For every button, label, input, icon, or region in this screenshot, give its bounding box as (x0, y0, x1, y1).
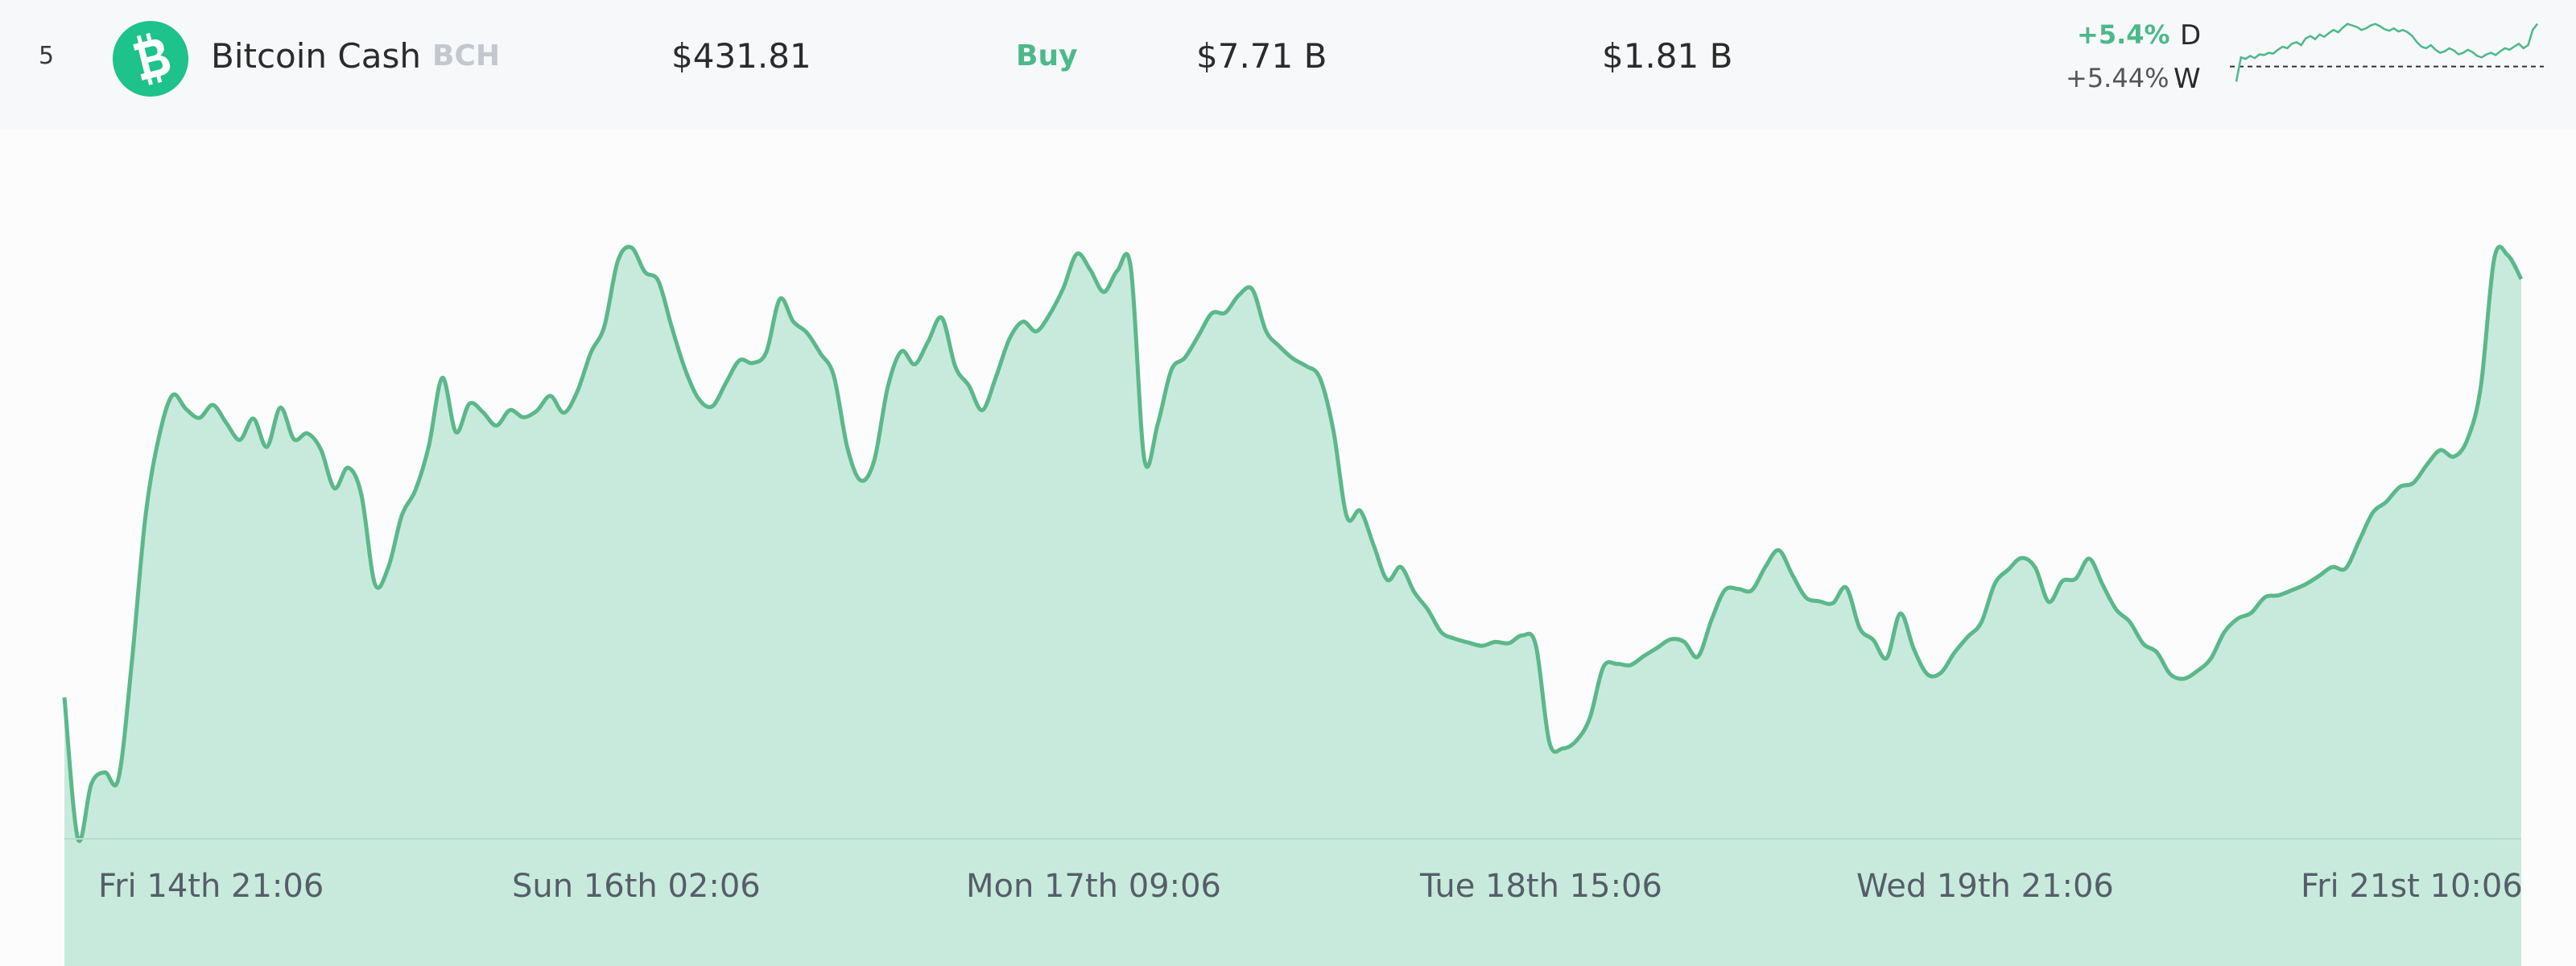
volume-value: $1.81 B (1602, 36, 1733, 76)
x-tick-label: Tue 18th 15:06 (1420, 868, 1662, 905)
change-day-label: D (2180, 19, 2202, 52)
price-chart[interactable] (0, 129, 2576, 966)
market-cap-value: $7.71 B (1196, 36, 1327, 76)
x-tick-label: Sun 16th 02:06 (512, 868, 761, 905)
coin-symbol: BCH (432, 39, 500, 72)
price-line (62, 245, 2524, 844)
sparkline-chart (2230, 23, 2544, 82)
bitcoin-cash-icon (112, 20, 189, 97)
change-day-percent: +5.4% (2077, 19, 2170, 50)
sparkline-series (2235, 23, 2538, 82)
price-area (64, 246, 2521, 966)
change-week-percent: +5.44% (2066, 63, 2169, 93)
rank-number: 5 (39, 42, 55, 70)
x-tick-label: Fri 21st 10:06 (2301, 868, 2523, 905)
price-value: $431.81 (671, 36, 811, 76)
coin-name[interactable]: Bitcoin Cash (211, 36, 421, 76)
x-tick-label: Fri 14th 21:06 (98, 868, 324, 905)
buy-button[interactable]: Buy (1016, 39, 1078, 72)
asset-row[interactable]: 5 Bitcoin Cash BCH $431.81 Buy $7.71 B $… (0, 0, 2576, 129)
change-week-label: W (2174, 63, 2201, 95)
x-tick-label: Mon 17th 09:06 (966, 868, 1221, 905)
x-tick-label: Wed 19th 21:06 (1856, 868, 2114, 905)
